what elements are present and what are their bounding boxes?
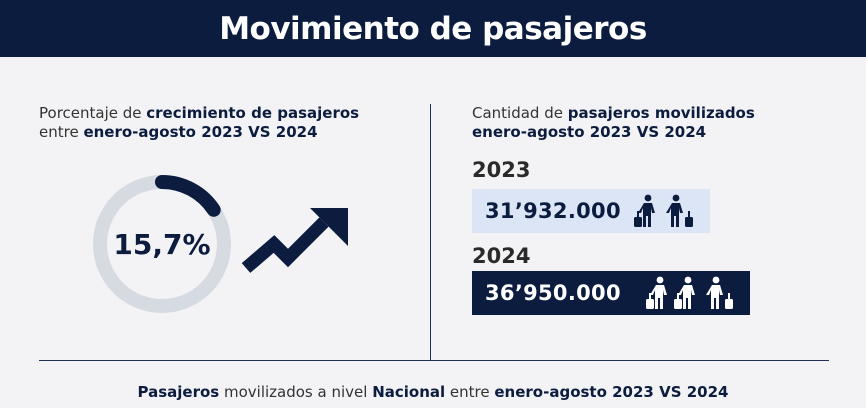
passengers-2023-box: 31’932.000 [472,189,710,233]
ring-progress [93,175,231,313]
quantity-subtitle-prefix: Cantidad de [472,104,568,122]
footer-bold-period: enero-agosto 2023 VS 2024 [494,383,729,401]
vertical-divider [430,104,431,360]
year-2023-label: 2023 [472,158,531,182]
growth-percentage: 15,7% [113,227,211,261]
growth-subtitle-prefix: Porcentaje de [39,104,147,122]
growth-subtitle-mid: entre [39,123,84,141]
footer-text-1: movilizados a nivel [219,383,373,401]
growth-subtitle-period: enero-agosto 2023 VS 2024 [83,123,318,141]
growth-ring [93,175,231,313]
page-title: Movimiento de pasajeros [219,10,647,47]
traveler-icon [646,276,733,309]
footer-bold-national: Nacional [372,383,446,401]
traveler-icon [634,194,693,227]
growth-arrow-icon [241,208,348,273]
growth-subtitle-bold: crecimiento de pasajeros [146,104,360,122]
quantity-subtitle-period: enero-agosto 2023 VS 2024 [472,123,707,141]
passengers-2024-box: 36’950.000 [472,271,750,315]
passengers-2024-value: 36’950.000 [485,281,621,305]
year-2024-label: 2024 [472,244,531,268]
footer-bold-passengers: Pasajeros [137,383,220,401]
growth-subtitle: Porcentaje de crecimiento de pasajeros e… [39,104,399,142]
footer-caption: Pasajeros movilizados a nivel Nacional e… [0,383,866,401]
passengers-2023-value: 31’932.000 [485,199,621,223]
horizontal-divider [39,360,829,361]
footer-text-2: entre [445,383,495,401]
quantity-subtitle-bold: pasajeros movilizados [567,104,755,122]
header-bar: Movimiento de pasajeros [0,0,866,57]
quantity-subtitle: Cantidad de pasajeros movilizados enero-… [472,104,817,142]
